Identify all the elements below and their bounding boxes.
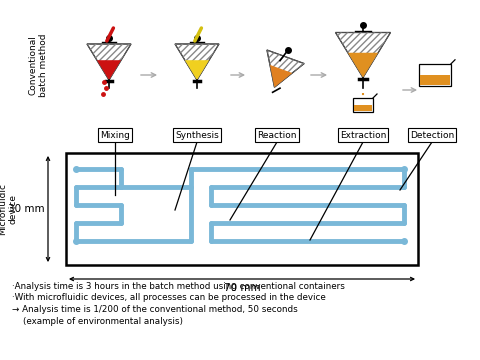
Text: (example of environmental analysis): (example of environmental analysis) [12,316,183,325]
Polygon shape [175,44,219,80]
Text: Microfluidic
device: Microfluidic device [0,183,18,235]
Polygon shape [336,32,391,77]
Text: Conventional
batch method: Conventional batch method [28,33,48,97]
Text: Extraction: Extraction [340,130,386,139]
Text: Mixing: Mixing [100,130,130,139]
Polygon shape [185,60,209,80]
Bar [419,64,451,86]
Bar [420,75,450,85]
Bar [354,105,372,111]
Polygon shape [97,60,121,80]
Text: ·Analysis time is 3 hours in the batch method using conventional containers: ·Analysis time is 3 hours in the batch m… [12,282,345,291]
Text: 70 mm: 70 mm [224,283,260,293]
Bar [66,153,418,265]
Text: ·With microfluidic devices, all processes can be processed in the device: ·With microfluidic devices, all processe… [12,293,326,302]
Polygon shape [267,50,304,87]
Polygon shape [87,44,131,80]
Text: 30 mm: 30 mm [8,204,45,214]
Text: → Analysis time is 1/200 of the conventional method, 50 seconds: → Analysis time is 1/200 of the conventi… [12,305,298,314]
Polygon shape [270,65,292,87]
Text: Reaction: Reaction [257,130,297,139]
Text: Detection: Detection [410,130,454,139]
Bar [353,98,373,112]
Polygon shape [348,53,378,77]
Text: Synthesis: Synthesis [175,130,219,139]
